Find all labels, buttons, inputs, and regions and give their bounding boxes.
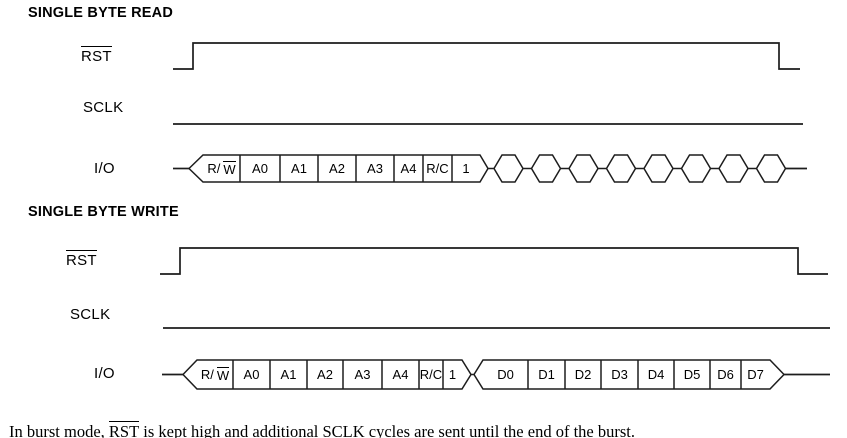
read-rst-trace [173, 42, 800, 70]
write-section-waveforms [160, 247, 830, 390]
burst-mode-caption: In burst mode, RST is kept high and addi… [9, 420, 841, 438]
bit-label-prefix: R/ [200, 367, 214, 382]
caption-suffix: is kept high and additional SCLK cycles … [139, 421, 635, 438]
write-bit-cell-label: D2 [574, 367, 592, 382]
write-bit-cell-label: A2 [317, 367, 333, 382]
write-sclk-signal-label: SCLK [70, 306, 111, 323]
write-bit-cell-label: D3 [611, 367, 628, 382]
write-bit-cell-label: D5 [683, 367, 701, 382]
caption-rst-overlined: RST [108, 420, 140, 438]
read-bit-cell-label: A4 [400, 161, 417, 176]
data-bit-hexagon [718, 154, 749, 183]
read-bit-cell-label: A0 [252, 161, 268, 176]
data-bit-hexagon [755, 154, 787, 183]
write-bit-cell-label: A1 [280, 367, 297, 382]
write-bit-cell-label: 1 [448, 367, 457, 382]
write-io-signal-label: I/O [94, 365, 115, 382]
write-bit-cell-label: D7 [747, 367, 764, 382]
data-bit-hexagon [493, 154, 524, 183]
write-rst-trace [160, 247, 828, 275]
write-bit-cell-label: R/W [197, 360, 233, 389]
write-bit-cell-label: A0 [243, 367, 260, 382]
bit-label-overlined: W [223, 161, 236, 177]
bit-label-overlined: W [216, 367, 230, 383]
data-bit-hexagon [568, 154, 599, 183]
write-bit-cell-label: A3 [354, 367, 371, 382]
data-bit-hexagon [680, 154, 712, 183]
data-bit-hexagon [530, 154, 562, 183]
write-bit-cell-label: A4 [392, 367, 409, 382]
write-bit-cell-label: D1 [538, 367, 555, 382]
write-bit-cell-label: D0 [497, 367, 514, 382]
read-section-title: SINGLE BYTE READ [28, 5, 173, 21]
write-bit-cell-label: D4 [647, 367, 665, 382]
read-bit-cell-label: A3 [367, 161, 383, 176]
read-bit-cell-label: R/W [203, 155, 240, 182]
write-bit-cell-label: D6 [717, 367, 734, 382]
write-bit-cell-label: R/C [419, 367, 443, 382]
read-sclk-signal-label: SCLK [83, 99, 124, 116]
bit-label-prefix: R/ [207, 161, 221, 176]
data-bit-hexagon [605, 154, 637, 183]
read-bit-cell-label: A2 [329, 161, 345, 176]
read-rst-signal-label: RST [81, 46, 112, 65]
overlined-signal-name: RST [66, 250, 97, 269]
overlined-signal-name: RST [81, 46, 112, 65]
caption-prefix: In burst mode, [9, 421, 109, 438]
read-bit-cell-label: 1 [462, 161, 470, 176]
read-io-signal-label: I/O [94, 160, 115, 177]
read-bit-cell-label: A1 [291, 161, 307, 176]
write-rst-signal-label: RST [66, 250, 97, 269]
data-bit-hexagon [643, 154, 674, 183]
write-section-title: SINGLE BYTE WRITE [28, 204, 179, 220]
read-section-waveforms [173, 42, 807, 183]
read-bit-cell-label: R/C [426, 161, 449, 176]
